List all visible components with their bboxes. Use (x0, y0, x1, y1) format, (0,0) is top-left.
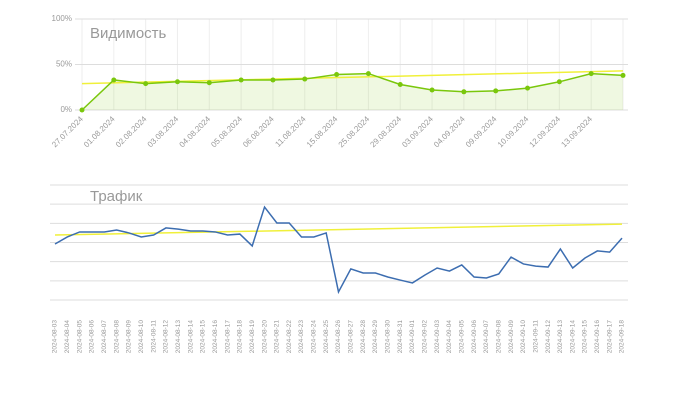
x-tick-label: 2024-08-21 (274, 320, 281, 354)
x-tick-label: 2024-09-09 (508, 320, 515, 354)
x-tick-label: 2024-08-18 (237, 320, 244, 354)
x-tick-label: 2024-08-22 (286, 320, 293, 354)
x-tick-label: 13.09.2024 (559, 114, 594, 149)
x-tick-label: 2024-08-06 (89, 320, 96, 354)
line (81, 72, 624, 111)
x-tick-label: 2024-08-23 (298, 320, 305, 354)
x-tick-label: 2024-09-12 (545, 320, 552, 354)
x-tick-label: 02.08.2024 (114, 114, 149, 149)
x-tick-label: 2024-08-16 (212, 320, 219, 354)
x-tick-label: 2024-08-08 (113, 320, 120, 354)
y-tick-label: 0% (60, 105, 72, 114)
chart-title: Трафик (90, 188, 143, 205)
x-tick-label: 2024-08-13 (175, 320, 182, 354)
x-tick-label: 2024-08-29 (372, 320, 379, 354)
x-tick-label: 2024-08-11 (150, 320, 157, 353)
x-tick-label: 10.09.2024 (496, 114, 531, 149)
point (270, 77, 276, 83)
x-tick-label: 2024-09-03 (434, 320, 441, 354)
point (111, 77, 117, 83)
point (302, 76, 308, 82)
x-tick-label: 2024-09-07 (483, 320, 490, 354)
point (206, 80, 212, 86)
x-tick-label: 06.08.2024 (241, 114, 276, 149)
chart-title: Видимость (90, 25, 167, 42)
x-tick-label: 2024-08-03 (52, 320, 59, 354)
x-tick-label: 2024-09-17 (606, 320, 613, 354)
x-tick-label: 2024-09-13 (557, 320, 564, 354)
x-tick-label: 2024-08-17 (224, 320, 231, 354)
x-tick-label: 2024-08-27 (348, 320, 355, 354)
x-tick-label: 2024-09-04 (446, 320, 453, 354)
x-tick-label: 09.09.2024 (464, 114, 499, 149)
point (238, 77, 244, 83)
x-tick-label: 05.08.2024 (209, 114, 244, 149)
point (588, 71, 594, 77)
x-tick-label: 2024-08-14 (187, 320, 194, 354)
x-tick-label: 2024-08-28 (360, 320, 367, 354)
x-tick-label: 2024-09-11 (532, 320, 539, 353)
x-tick-label: 2024-08-20 (261, 320, 268, 354)
x-tick-label: 25.08.2024 (337, 114, 372, 149)
point (525, 85, 531, 91)
x-tick-label: 11.08.2024 (273, 114, 308, 149)
x-tick-label: 2024-08-05 (76, 320, 83, 354)
point (556, 79, 562, 85)
point (174, 79, 180, 85)
point (334, 72, 340, 78)
point (493, 88, 499, 94)
x-tick-label: 2024-08-04 (64, 320, 71, 354)
x-tick-label: 01.08.2024 (82, 114, 117, 149)
x-tick-label: 2024-08-10 (138, 320, 145, 354)
x-tick-label: 29.08.2024 (368, 114, 403, 149)
x-tick-label: 2024-09-01 (409, 320, 416, 354)
point (143, 81, 149, 87)
x-tick-label: 2024-09-10 (520, 320, 527, 354)
x-tick-label: 2024-09-02 (422, 320, 429, 354)
x-tick-label: 12.09.2024 (528, 114, 563, 149)
x-tick-label: 2024-09-18 (619, 320, 626, 354)
x-tick-label: 04.08.2024 (178, 114, 213, 149)
point (620, 72, 626, 78)
x-tick-label: 2024-08-25 (323, 320, 330, 354)
x-tick-label: 2024-09-05 (458, 320, 465, 354)
x-tick-label: 2024-08-24 (311, 320, 318, 354)
y-tick-label: 50% (56, 60, 72, 69)
x-tick-label: 2024-09-14 (569, 320, 576, 354)
x-tick-label: 2024-09-08 (495, 320, 502, 354)
x-tick-label: 2024-09-06 (471, 320, 478, 354)
x-tick-label: 2024-08-15 (200, 320, 207, 354)
line (54, 205, 623, 295)
x-tick-label: 2024-08-07 (101, 320, 108, 354)
point (397, 82, 403, 88)
trend-line (54, 223, 623, 236)
x-tick-label: 2024-08-09 (126, 320, 133, 354)
x-tick-label: 03.08.2024 (146, 114, 181, 149)
x-tick-label: 2024-08-31 (397, 320, 404, 354)
x-tick-label: 2024-08-12 (163, 320, 170, 354)
x-tick-label: 15.08.2024 (305, 114, 340, 149)
x-tick-label: 03.09.2024 (400, 114, 435, 149)
point (461, 89, 467, 95)
x-tick-label: 2024-09-15 (582, 320, 589, 354)
point (429, 87, 435, 93)
x-tick-label: 2024-08-19 (249, 320, 256, 354)
x-tick-label: 2024-08-26 (335, 320, 342, 354)
x-tick-label: 04.09.2024 (432, 114, 467, 149)
point (79, 107, 85, 113)
area (82, 73, 623, 110)
point (365, 71, 371, 77)
x-tick-label: 2024-09-16 (594, 320, 601, 354)
x-tick-label: 2024-08-30 (385, 320, 392, 354)
x-tick-label: 27.07.2024 (50, 114, 85, 149)
y-tick-label: 100% (52, 14, 72, 23)
